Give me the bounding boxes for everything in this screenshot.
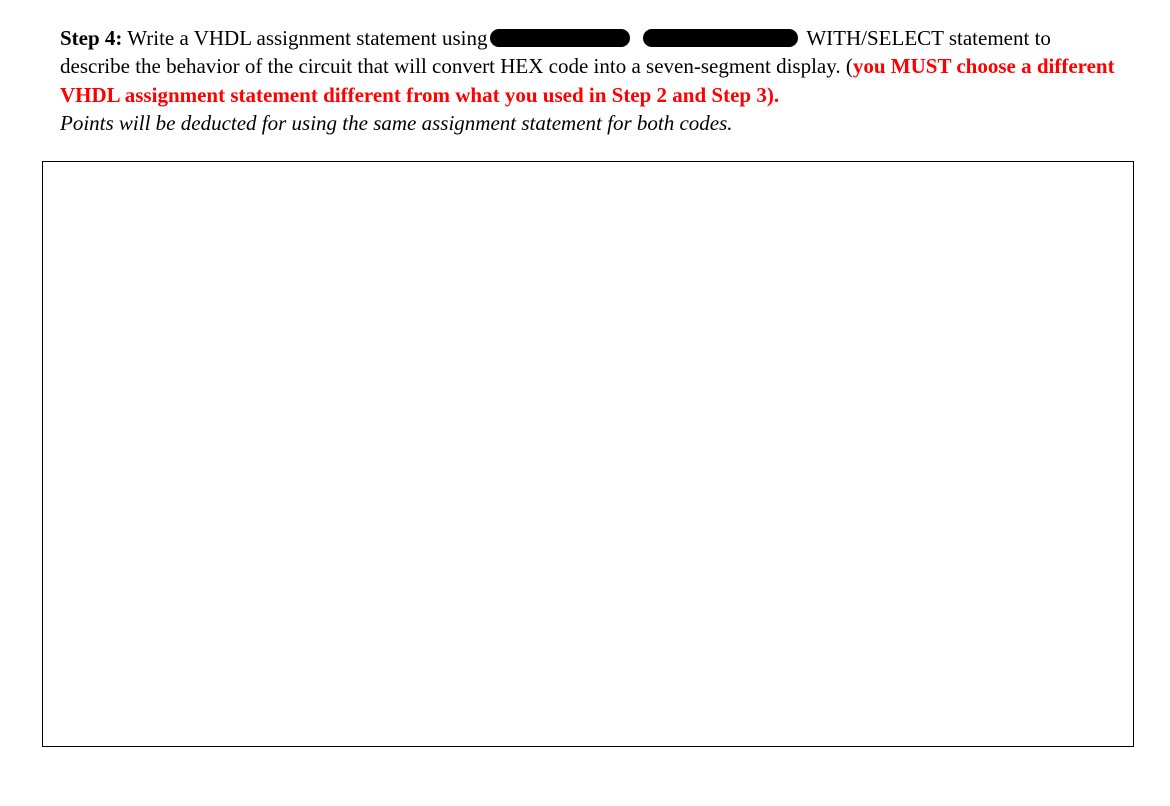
redaction-mark-1: [490, 29, 630, 47]
redaction-mark-2: [643, 29, 798, 47]
question-italic-note: Points will be deducted for using the sa…: [60, 111, 733, 135]
answer-box[interactable]: [42, 161, 1134, 747]
step-label: Step 4:: [60, 26, 122, 50]
question-block: Step 4: Write a VHDL assignment statemen…: [60, 24, 1115, 137]
question-text-part1: Write a VHDL assignment statement using: [122, 26, 487, 50]
